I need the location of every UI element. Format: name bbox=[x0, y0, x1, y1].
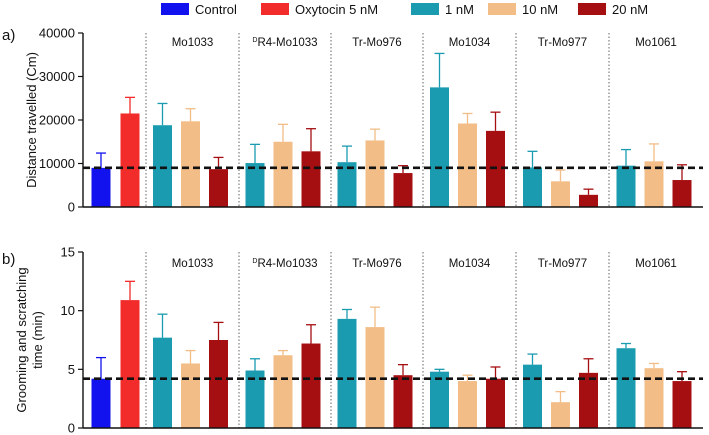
panel-a-bar-tr-mo977-10-nm bbox=[551, 181, 570, 207]
panel-b-bar-mo1033-20-nm bbox=[209, 340, 228, 428]
panel-b-bar-dr4-mo1033-20-nm bbox=[301, 343, 321, 428]
legend-swatch-20-nm bbox=[578, 3, 606, 15]
panel-a-group-label-mo1061: Mo1061 bbox=[635, 37, 677, 49]
panel-b-y-tick-label: 15 bbox=[61, 245, 75, 260]
legend-swatch-1-nm bbox=[411, 3, 439, 15]
panel-a-group-label-tr-mo977: Tr-Mo977 bbox=[538, 37, 587, 49]
panel-a-bar-mo1034-1-nm bbox=[430, 87, 449, 207]
panel-b-y-tick-label: 5 bbox=[68, 362, 75, 377]
legend-label-oxytocin-5-nm: Oxytocin 5 nM bbox=[295, 2, 378, 17]
panel-b-bar-dr4-mo1033-10-nm bbox=[273, 355, 293, 428]
panel-b-bar-mo1033-10-nm bbox=[181, 363, 200, 428]
legend-swatch-oxytocin-5-nm bbox=[261, 3, 289, 15]
panel-a-bar-dr4-mo1033-10-nm bbox=[273, 141, 293, 207]
panel-b-bar-mo1061-10-nm bbox=[644, 368, 664, 428]
panel-a-distance-chart: a) Distance travelled (Cm) 0 10000 20000 3000… bbox=[2, 26, 703, 215]
panel-a-group-label-mo1033: Mo1033 bbox=[172, 37, 214, 49]
panel-a-group-label-mo1034: Mo1034 bbox=[449, 37, 491, 49]
panel-b-bar-tr-mo976-1-nm bbox=[337, 318, 357, 428]
panel-a-bar-mo1034-10-nm bbox=[458, 123, 477, 207]
panel-a-y-tick-label: 20000 bbox=[39, 113, 75, 128]
panel-b-y-tick-label: 0 bbox=[68, 421, 75, 435]
legend-label-1-nm: 1 nM bbox=[445, 2, 474, 17]
panel-a-y-tick-label: 10000 bbox=[39, 156, 75, 171]
panel-b-bar-tr-mo977-10-nm bbox=[551, 402, 570, 428]
legend-label-10-nm: 10 nM bbox=[522, 2, 558, 17]
panel-a-bar-tr-mo976-20-nm bbox=[393, 173, 413, 207]
panel-b-bar-tr-mo977-1-nm bbox=[523, 364, 542, 428]
panel-a-bar-tr-mo977-20-nm bbox=[579, 194, 598, 207]
panel-b-group-label-tr-mo977: Tr-Mo977 bbox=[538, 258, 587, 270]
panel-a-bar-control bbox=[91, 167, 111, 207]
panel-b-bar-mo1061-20-nm bbox=[672, 381, 692, 428]
panel-b-bar-tr-mo977-20-nm bbox=[579, 372, 598, 428]
panel-b-group-label-dr4-mo1033: DR4-Mo1033 bbox=[252, 258, 317, 270]
panel-b-bar-mo1033-1-nm bbox=[153, 337, 172, 428]
panel-a-y-tick-label: 0 bbox=[68, 200, 75, 215]
legend-label-control: Control bbox=[195, 2, 237, 17]
panel-a-bar-dr4-mo1033-20-nm bbox=[301, 151, 321, 207]
panel-b-bar-tr-mo976-20-nm bbox=[393, 375, 413, 428]
panel-a-bar-tr-mo977-1-nm bbox=[523, 167, 542, 207]
panel-b-y-tick-label: 10 bbox=[61, 303, 75, 318]
panel-a-bar-mo1033-1-nm bbox=[153, 125, 172, 207]
panel-a-group-label-dr4-mo1033: DR4-Mo1033 bbox=[252, 37, 317, 49]
panel-a-bar-mo1061-1-nm bbox=[616, 165, 636, 207]
panel-b-bar-mo1034-20-nm bbox=[486, 378, 505, 428]
legend-swatch-10-nm bbox=[488, 3, 516, 15]
panel-a-bar-mo1061-20-nm bbox=[672, 180, 692, 207]
panel-a-bar-mo1061-10-nm bbox=[644, 161, 664, 207]
panel-b-panel-label: b) bbox=[2, 251, 15, 268]
panel-a-y-axis-title: Distance travelled (Cm) bbox=[24, 52, 39, 188]
panel-b-group-label-mo1034: Mo1034 bbox=[449, 258, 491, 270]
panel-b-bar-mo1061-1-nm bbox=[616, 348, 636, 428]
panel-a-y-tick-label: 30000 bbox=[39, 69, 75, 84]
panel-a-group-label-tr-mo976: Tr-Mo976 bbox=[352, 37, 401, 49]
panel-b-grooming-chart: b)Grooming and scratchingtime (min) 0 5 10 1… bbox=[2, 245, 703, 435]
panel-b-group-label-tr-mo976: Tr-Mo976 bbox=[352, 258, 401, 270]
panel-b-group-label-mo1033: Mo1033 bbox=[172, 258, 214, 270]
panel-a-panel-label: a) bbox=[2, 27, 15, 44]
panel-b-y-axis-title: Grooming and scratchingtime (min) bbox=[14, 267, 45, 412]
panel-b-bar-mo1034-10-nm bbox=[458, 381, 477, 428]
panel-a-bar-tr-mo976-1-nm bbox=[337, 162, 357, 207]
panel-a-bar-mo1033-10-nm bbox=[181, 121, 200, 207]
legend: Control Oxytocin 5 nM 1 nM 10 nM 20 nM bbox=[161, 2, 648, 17]
panel-b-bar-dr4-mo1033-1-nm bbox=[245, 370, 265, 428]
panel-a-bar-dr4-mo1033-1-nm bbox=[245, 163, 265, 207]
panel-a-y-tick-label: 40000 bbox=[39, 26, 75, 41]
panel-a-bar-tr-mo976-10-nm bbox=[365, 140, 385, 207]
legend-swatch-control bbox=[161, 3, 189, 15]
panel-b-bar-mo1034-1-nm bbox=[430, 371, 449, 428]
panel-a-bar-mo1033-20-nm bbox=[209, 169, 228, 207]
panel-b-bar-oxytocin-5-nm bbox=[120, 300, 140, 428]
panel-b-bar-control bbox=[91, 378, 111, 428]
panel-b-group-label-mo1061: Mo1061 bbox=[635, 258, 677, 270]
panel-a-bar-oxytocin-5-nm bbox=[120, 113, 140, 207]
legend-label-20-nm: 20 nM bbox=[612, 2, 648, 17]
